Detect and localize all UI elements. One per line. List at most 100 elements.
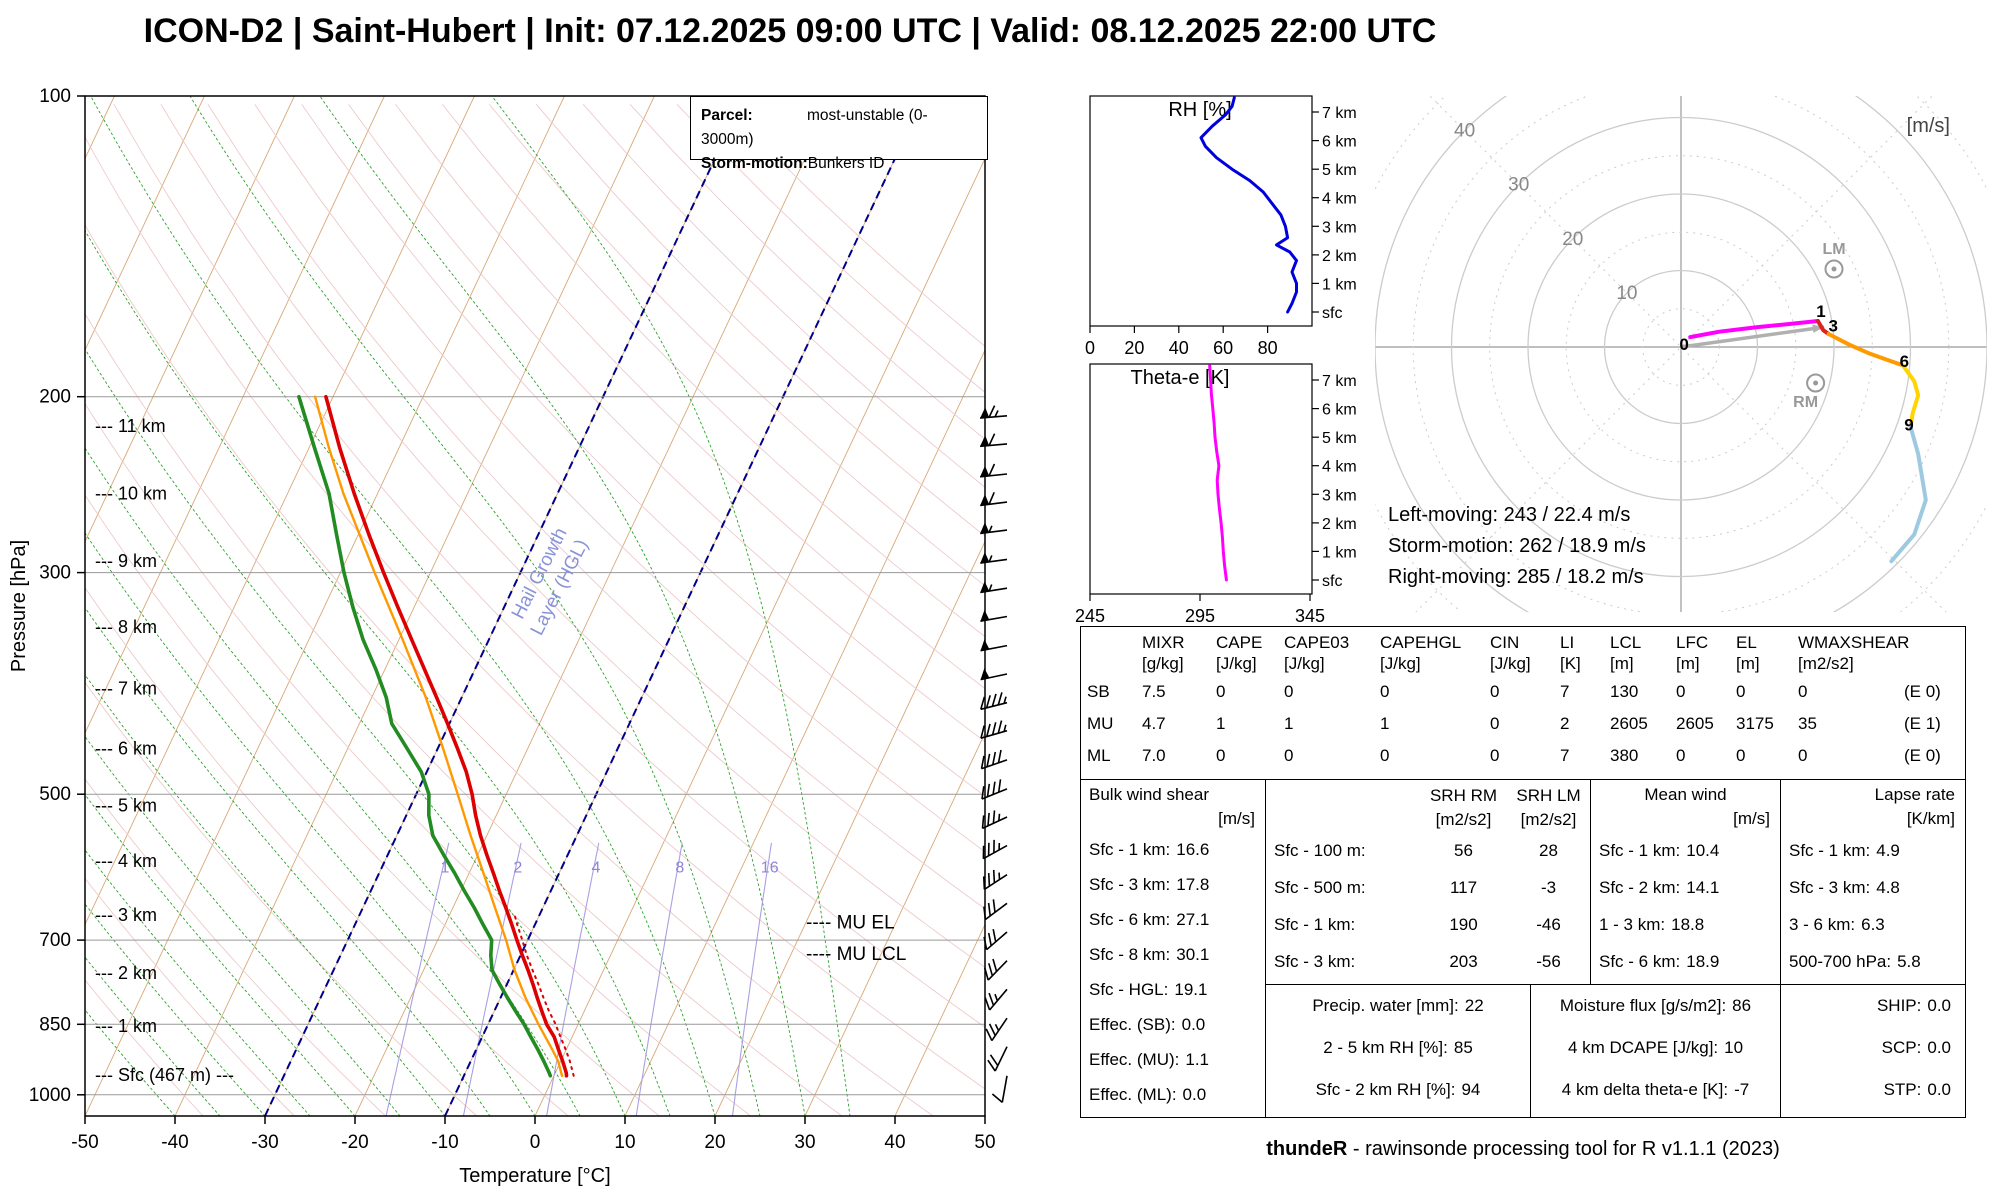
- precip-water-box: Precip. water [mm]: 22 2 - 5 km RH [%]: 85 S…: [1265, 984, 1531, 1118]
- lapse-rate-rows: Sfc - 1 km: 4.9 Sfc - 3 km: 4.8 3 - 6 km: 6.3…: [1781, 832, 1965, 980]
- temp-tick-label: -10: [431, 1132, 458, 1153]
- height-label: --- 2 km: [95, 963, 157, 983]
- pressure-tick-label: 300: [39, 563, 71, 584]
- stat-row: Precip. water [mm]: 22: [1312, 996, 1484, 1015]
- svg-text:LM: LM: [1822, 241, 1845, 258]
- stat-row: Sfc - 500 m: 117 -3: [1274, 877, 1557, 897]
- srh-lm-unit: [m2/s2]: [1520, 810, 1577, 829]
- height-label: --- 5 km: [95, 795, 157, 815]
- stat-row: Sfc - 6 km: 18.9: [1599, 951, 1720, 971]
- svg-text:295: 295: [1185, 606, 1215, 626]
- pressure-tick-label: 850: [39, 1014, 71, 1035]
- svg-text:80: 80: [1258, 338, 1278, 358]
- stat-row: Sfc - 2 km RH [%]: 94: [1315, 1080, 1481, 1099]
- height-label: --- 8 km: [95, 617, 157, 637]
- height-label: --- 7 km: [95, 679, 157, 699]
- svg-text:60: 60: [1213, 338, 1233, 358]
- parcel-row-label: MU: [1087, 714, 1114, 733]
- thetae-height-tick: 3 km: [1322, 487, 1357, 504]
- stat-row: Moisture flux [g/s/m2]: 86: [1559, 996, 1752, 1015]
- height-label: --- 6 km: [95, 739, 157, 759]
- stat-row: SHIP: 0.0: [1876, 996, 1951, 1015]
- stat-row: SCP: 0.0: [1881, 1038, 1951, 1057]
- pressure-tick-label: 700: [39, 930, 71, 951]
- pressure-tick-label: 500: [39, 784, 71, 805]
- stat-row: Effec. (ML): 0.0: [1089, 1084, 1207, 1104]
- mu-el-label: ---- MU EL: [806, 912, 895, 933]
- rh-title: RH [%]: [1168, 99, 1231, 121]
- svg-text:20: 20: [1124, 338, 1144, 358]
- stat-row: 500-700 hPa: 5.8: [1789, 951, 1921, 971]
- stat-row: 1 - 3 km: 18.8: [1599, 914, 1705, 934]
- indices-data-row: SB 7.5 0 0 0 0 7 130 0 0 0 (E 0): [1081, 676, 1965, 708]
- thetae-height-tick: 7 km: [1322, 373, 1357, 390]
- stat-row: Sfc - 1 km: 4.9: [1789, 840, 1900, 860]
- hodo-km-marker: 1: [1816, 302, 1825, 321]
- thetae-height-tick: 1 km: [1322, 544, 1357, 561]
- thetae-title: Theta-e [K]: [1131, 367, 1230, 389]
- pressure-tick-label: 1000: [29, 1085, 71, 1106]
- srh-rows: Sfc - 100 m: 56 28 Sfc - 500 m: 117 -3 Sfc - 1…: [1266, 832, 1590, 980]
- stat-row: Sfc - 1 km: 190 -46: [1274, 914, 1561, 934]
- stat-row: Sfc - 1 km: 10.4: [1599, 840, 1720, 860]
- mean-wind-title: Mean wind: [1644, 785, 1727, 804]
- temperature-curve: [324, 394, 569, 1078]
- svg-text:40: 40: [1169, 338, 1189, 358]
- thetae-height-tick: sfc: [1322, 573, 1342, 590]
- stat-row: Sfc - 6 km: 27.1: [1089, 909, 1210, 929]
- svg-text:345: 345: [1295, 606, 1325, 626]
- stat-row: Sfc - 3 km: 17.8: [1089, 874, 1210, 894]
- srh-lm-header: SRH LM: [1516, 786, 1581, 805]
- hodo-ring-label: 30: [1508, 175, 1529, 196]
- skewt-legend: Parcel: most-unstable (0-3000m) Storm-mot…: [690, 96, 988, 172]
- height-label: --- 1 km: [95, 1016, 157, 1036]
- temp-tick-label: 50: [974, 1132, 995, 1153]
- precip-water-rows: Precip. water [mm]: 22 2 - 5 km RH [%]: 85 S…: [1266, 985, 1530, 1111]
- indices-unit-row: [g/kg] [J/kg] [J/kg] [J/kg] [J/kg] [K] [m] [m][…: [1142, 654, 1854, 673]
- parcel-row-label: ML: [1087, 746, 1111, 765]
- hodo-trace-3-6km: [1826, 332, 1905, 368]
- footer-brand: thundeR: [1266, 1138, 1348, 1160]
- stat-row: Sfc - 2 km: 14.1: [1599, 877, 1720, 897]
- stat-row: Sfc - HGL: 19.1: [1089, 979, 1208, 999]
- thetae-curve: [1208, 364, 1228, 582]
- hodo-ring-label: 10: [1616, 283, 1637, 304]
- legend-parcel-value: most-unstable (0-3000m): [701, 107, 928, 148]
- mu-lcl-label: ---- MU LCL: [806, 944, 906, 965]
- temp-tick-label: -40: [161, 1132, 188, 1153]
- srh-header-row: SRH RM SRH LM: [1266, 784, 1590, 808]
- page-title: ICON-D2 | Saint-Hubert | Init: 07.12.202…: [143, 12, 1437, 50]
- lapse-rate-unit: [K/km]: [1906, 809, 1955, 828]
- composite-indices-rows: SHIP: 0.0 SCP: 0.0 STP: 0.0: [1781, 985, 1965, 1111]
- rh-curve: [1199, 96, 1298, 314]
- temp-tick-label: 10: [614, 1132, 635, 1153]
- moisture-flux-rows: Moisture flux [g/s/m2]: 86 4 km DCAPE [J/k…: [1531, 985, 1780, 1111]
- stat-row: Sfc - 8 km: 30.1: [1089, 944, 1210, 964]
- hodo-km-marker: 9: [1904, 415, 1913, 434]
- hodo-trace-0-1km: [1688, 319, 1820, 340]
- hodo-trace-6-9km: [1900, 363, 1921, 429]
- rh-height-tick: 3 km: [1322, 219, 1357, 236]
- stat-row: 3 - 6 km: 6.3: [1789, 914, 1885, 934]
- parcel-virtual-curve: [513, 913, 575, 1077]
- hodo-trace-1-3km: [1815, 319, 1831, 336]
- moisture-flux-box: Moisture flux [g/s/m2]: 86 4 km DCAPE [J/k…: [1530, 984, 1781, 1118]
- height-label: --- 9 km: [95, 551, 157, 571]
- hodo-km-marker: 0: [1679, 335, 1688, 354]
- thetae-panel: 245 295 345 7 km 6 km 5 km 4 km 3 km 2 km 1 km sfc…: [1075, 363, 1357, 626]
- srh-unit-row: [m2/s2] [m2/s2]: [1266, 808, 1590, 832]
- mixing-ratio-label: 4: [591, 859, 600, 876]
- mean-wind-rows: Sfc - 1 km: 10.4 Sfc - 2 km: 14.1 1 - 3 km: 1…: [1591, 832, 1780, 980]
- stat-row: 2 - 5 km RH [%]: 85: [1323, 1038, 1473, 1057]
- stat-row: Sfc - 1 km: 16.6: [1089, 839, 1210, 859]
- hodo-unit-label: [m/s]: [1907, 115, 1950, 137]
- stat-row: Sfc - 3 km: 203 -56: [1274, 951, 1561, 971]
- height-label: --- 4 km: [95, 851, 157, 871]
- legend-storm-label: Storm-motion:: [701, 155, 808, 172]
- hodo-ring-label: 20: [1562, 229, 1583, 250]
- height-label: --- 11 km: [95, 416, 166, 436]
- svg-text:245: 245: [1075, 606, 1105, 626]
- bulk-shear-title: Bulk wind shear: [1089, 785, 1210, 804]
- indices-table: MIXR CAPE CAPE03 CAPEHGL CIN LI LCL LFC EL WMAXSH…: [1080, 626, 1966, 780]
- mixing-ratio-label: 8: [675, 859, 684, 876]
